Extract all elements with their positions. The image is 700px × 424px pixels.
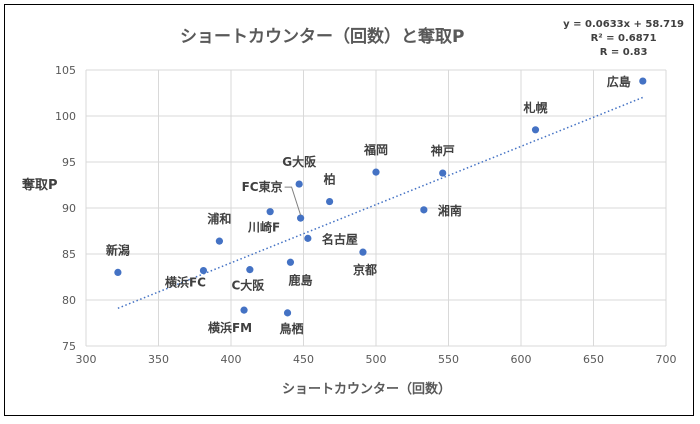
data-label: 横浜FM [208,320,252,335]
y-tick-label: 100 [55,110,76,123]
data-point [240,306,248,314]
data-label: 湘南 [438,203,462,218]
r-text: R = 0.83 [599,47,648,58]
data-label: 京都 [353,262,377,277]
data-label: FC東京 [242,179,283,194]
y-axis-label: 奪取P [22,178,58,193]
data-label: C大阪 [231,278,265,293]
leader-line [284,186,302,216]
data-label: 浦和 [207,211,231,226]
data-point [326,197,334,206]
data-point [439,169,447,177]
y-tick-label: 80 [62,294,76,307]
data-label: 横浜FC [165,275,206,290]
y-tick-label: 105 [55,64,76,77]
x-axis-label: ショートカウンター（回数） [282,382,452,397]
x-tick-label: 700 [656,353,677,366]
r-squared-text: R² = 0.6871 [590,33,657,44]
data-point [266,208,274,216]
x-tick-label: 450 [293,353,314,366]
data-point [297,214,305,222]
data-label: 柏 [324,172,336,187]
data-label: 名古屋 [322,231,358,246]
data-point [114,268,122,276]
chart-frame [4,4,694,416]
x-tick-label: 350 [148,353,169,366]
data-label: 川崎F [247,220,280,235]
data-label: 鳥栖 [280,321,304,336]
x-tick-label: 600 [511,353,532,366]
data-label: G大阪 [282,154,317,169]
data-label: 神戸 [431,143,455,158]
x-tick-label: 300 [76,353,97,366]
data-point [359,248,367,256]
chart-title: ショートカウンター（回数）と奪取P [180,27,465,47]
data-point [639,77,647,85]
y-tick-label: 90 [62,202,76,215]
data-point [283,309,292,317]
data-label: 札幌 [522,100,547,115]
x-tick-label: 650 [583,353,604,366]
data-label: 福岡 [363,142,388,157]
y-tick-label: 85 [62,248,76,261]
data-point [295,180,303,188]
data-point [372,168,380,176]
data-point [304,234,312,242]
data-point [246,266,254,274]
data-label: 広島 [607,74,631,89]
data-point [215,237,223,245]
data-point [199,266,208,275]
x-tick-label: 550 [438,353,459,366]
data-point [420,206,428,214]
x-tick-label: 500 [366,353,387,366]
trendline-equation: y = 0.0633x + 58.719 R² = 0.6871 R = 0.8… [563,18,684,60]
data-point [286,258,295,266]
y-tick-label: 75 [62,340,76,353]
data-point [531,126,540,134]
data-label: 新潟 [106,242,130,257]
equation-text: y = 0.0633x + 58.719 [563,19,684,30]
x-tick-label: 400 [221,353,242,366]
y-tick-label: 95 [62,156,76,169]
data-label: 鹿島 [288,272,312,287]
